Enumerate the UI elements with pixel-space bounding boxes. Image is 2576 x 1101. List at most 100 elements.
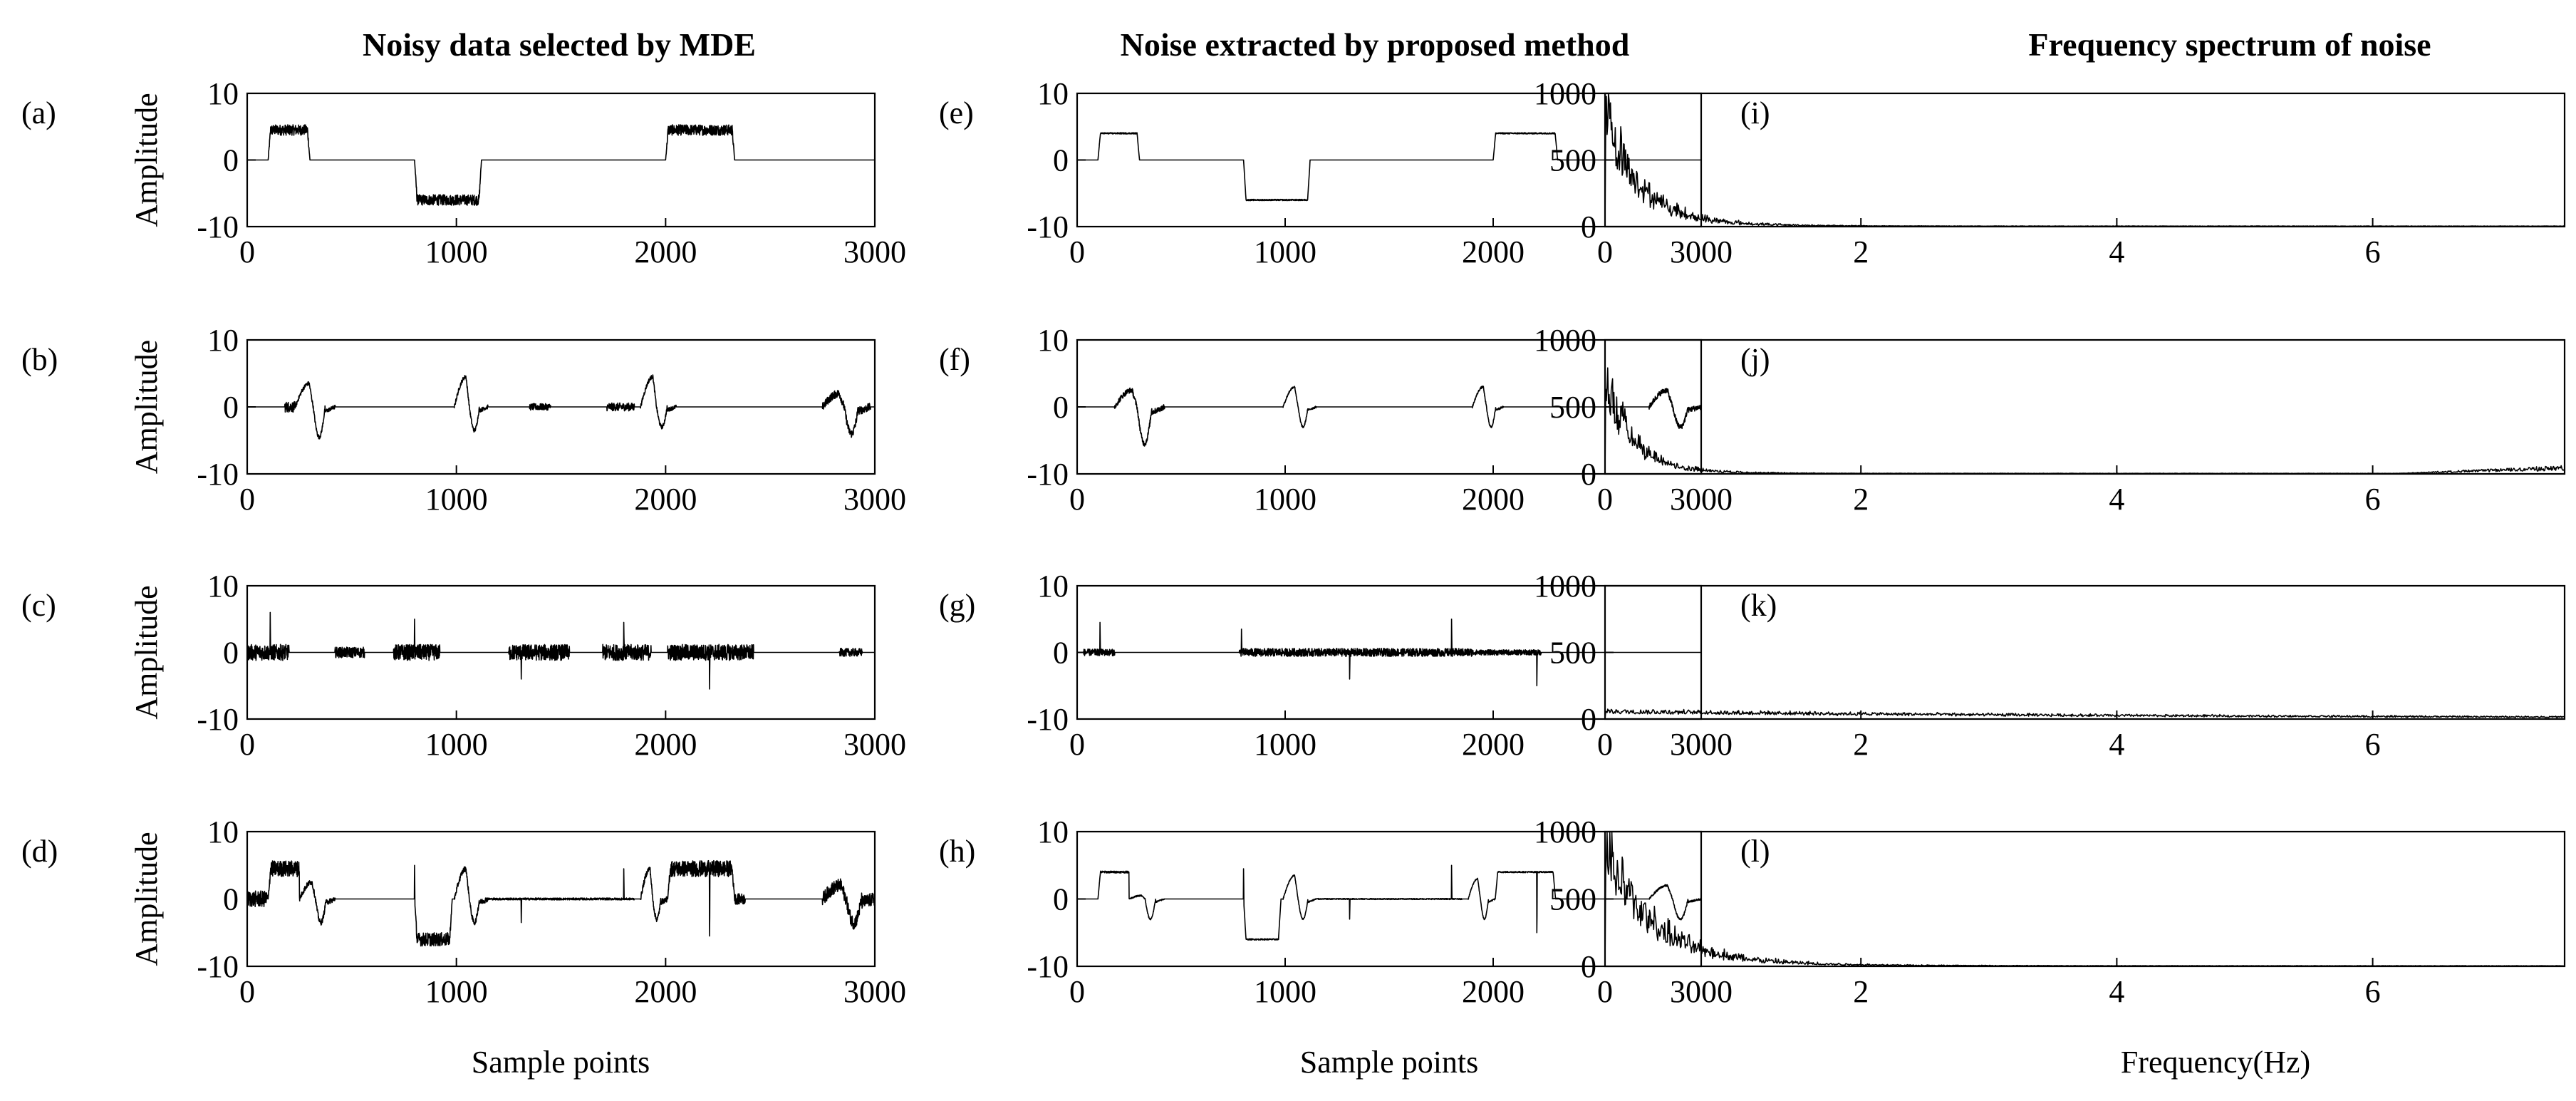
series-line-e [1076, 132, 1702, 202]
series-line-d [246, 859, 876, 947]
x-tick-label-k-3: 6 [2365, 727, 2381, 762]
panel-i: (i) 1000 500 00 2 4 6 [1534, 76, 2566, 269]
panel-label-j: (j) [1740, 342, 1770, 377]
column-title-noisy-data: Noisy data selected by MDE [363, 26, 756, 63]
y-tick-label-l-2: 0 [1581, 949, 1596, 984]
x-tick-label-d-3: 3000 [843, 974, 906, 1009]
panel-label-k: (k) [1740, 588, 1777, 623]
panel-h: (h)100-100 1000 2000 3000 [939, 815, 1733, 1009]
x-tick-label-j-1: 2 [1853, 482, 1869, 517]
panel-label-d: (d) [21, 834, 58, 869]
series-line-k [1604, 708, 2565, 720]
y-tick-label-i-0: 1000 [1534, 76, 1596, 111]
series-line-b [246, 374, 876, 440]
x-tick-label-h-0: 0 [1069, 974, 1085, 1009]
y-tick-label-c-1: 0 [223, 636, 239, 671]
panel-f: (f)100-100 1000 2000 3000 [939, 323, 1733, 517]
x-tick-label-h-2: 2000 [1462, 974, 1525, 1009]
y-tick-label-a-2: -10 [197, 210, 239, 244]
x-tick-label-g-3: 3000 [1670, 727, 1733, 762]
column-title-frequency-spectrum: Frequency spectrum of noise [2028, 26, 2431, 63]
series-line-h [1076, 864, 1702, 941]
x-tick-label-j-2: 4 [2109, 482, 2124, 517]
y-tick-label-h-0: 10 [1037, 815, 1069, 849]
panel-k: (k) 1000 500 00 2 4 6 [1534, 569, 2566, 762]
y-tick-label-f-1: 0 [1053, 390, 1069, 425]
panel-label-b: (b) [21, 342, 58, 377]
y-tick-label-b-0: 10 [207, 323, 239, 358]
y-tick-label-k-2: 0 [1581, 702, 1596, 737]
x-tick-label-e-0: 0 [1069, 234, 1085, 269]
series-line-i [1604, 93, 2565, 227]
x-tick-label-k-1: 2 [1853, 727, 1869, 762]
panel-label-f: (f) [939, 342, 970, 377]
y-tick-label-d-1: 0 [223, 882, 239, 917]
y-axis-label-b: Amplitude [129, 340, 164, 474]
y-tick-label-j-0: 1000 [1534, 323, 1596, 358]
y-tick-label-e-1: 0 [1053, 143, 1069, 178]
series-line-a [246, 124, 876, 206]
y-tick-label-g-1: 0 [1053, 636, 1069, 671]
y-tick-label-c-0: 10 [207, 569, 239, 604]
x-tick-label-a-1: 1000 [425, 234, 488, 269]
y-tick-label-g-2: -10 [1027, 702, 1069, 737]
x-tick-label-e-1: 1000 [1254, 234, 1316, 269]
panel-label-e: (e) [939, 95, 974, 130]
y-tick-label-h-1: 0 [1053, 882, 1069, 917]
x-tick-label-b-1: 1000 [425, 482, 488, 517]
x-tick-label-i-2: 4 [2109, 234, 2124, 269]
x-tick-label-b-2: 2000 [634, 482, 697, 517]
x-tick-label-d-0: 0 [239, 974, 255, 1009]
x-axis-label-sample-points-col2: Sample points [1300, 1045, 1479, 1080]
panel-g: (g)100-100 1000 2000 3000 [939, 569, 1733, 762]
x-tick-label-g-1: 1000 [1254, 727, 1316, 762]
x-tick-label-l-2: 4 [2109, 974, 2124, 1009]
y-tick-label-d-0: 10 [207, 815, 239, 849]
y-tick-label-k-0: 1000 [1534, 569, 1596, 604]
x-tick-label-c-0: 0 [239, 727, 255, 762]
x-tick-label-e-2: 2000 [1462, 234, 1525, 269]
y-axis-label-d: Amplitude [129, 832, 164, 966]
x-tick-label-b-0: 0 [239, 482, 255, 517]
x-tick-label-l-1: 2 [1853, 974, 1869, 1009]
series-line-g [1076, 619, 1702, 687]
x-tick-label-i-1: 2 [1853, 234, 1869, 269]
x-tick-label-a-3: 3000 [843, 234, 906, 269]
x-tick-label-a-0: 0 [239, 234, 255, 269]
y-tick-label-b-1: 0 [223, 390, 239, 425]
y-tick-label-e-0: 10 [1037, 76, 1069, 111]
series-line-l [1604, 831, 2565, 967]
y-tick-label-a-0: 10 [207, 76, 239, 111]
x-tick-label-f-0: 0 [1069, 482, 1085, 517]
y-tick-label-a-1: 0 [223, 143, 239, 178]
y-tick-label-j-2: 0 [1581, 457, 1596, 492]
x-tick-label-f-1: 1000 [1254, 482, 1316, 517]
y-tick-label-h-2: -10 [1027, 949, 1069, 984]
y-tick-label-l-0: 1000 [1534, 815, 1596, 849]
y-tick-label-f-0: 10 [1037, 323, 1069, 358]
x-tick-label-h-1: 1000 [1254, 974, 1316, 1009]
y-tick-label-f-2: -10 [1027, 457, 1069, 492]
y-axis-label-a: Amplitude [129, 93, 164, 227]
x-tick-label-c-2: 2000 [634, 727, 697, 762]
y-axis-label-c: Amplitude [129, 585, 164, 719]
panel-label-g: (g) [939, 588, 975, 623]
series-line-j [1604, 367, 2565, 475]
column-title-noise-extracted: Noise extracted by proposed method [1121, 26, 1630, 63]
x-tick-label-j-3: 6 [2365, 482, 2381, 517]
y-tick-label-j-1: 500 [1549, 390, 1596, 425]
series-line-f [1076, 386, 1702, 447]
y-tick-label-d-2: -10 [197, 949, 239, 984]
x-tick-label-c-1: 1000 [425, 727, 488, 762]
panel-l: (l) 1000 500 00 2 4 6 [1534, 815, 2566, 1009]
y-tick-label-i-1: 500 [1549, 143, 1596, 178]
series-line-c [246, 611, 876, 690]
x-tick-label-d-1: 1000 [425, 974, 488, 1009]
x-tick-label-l-0: 0 [1597, 974, 1613, 1009]
x-tick-label-b-3: 3000 [843, 482, 906, 517]
